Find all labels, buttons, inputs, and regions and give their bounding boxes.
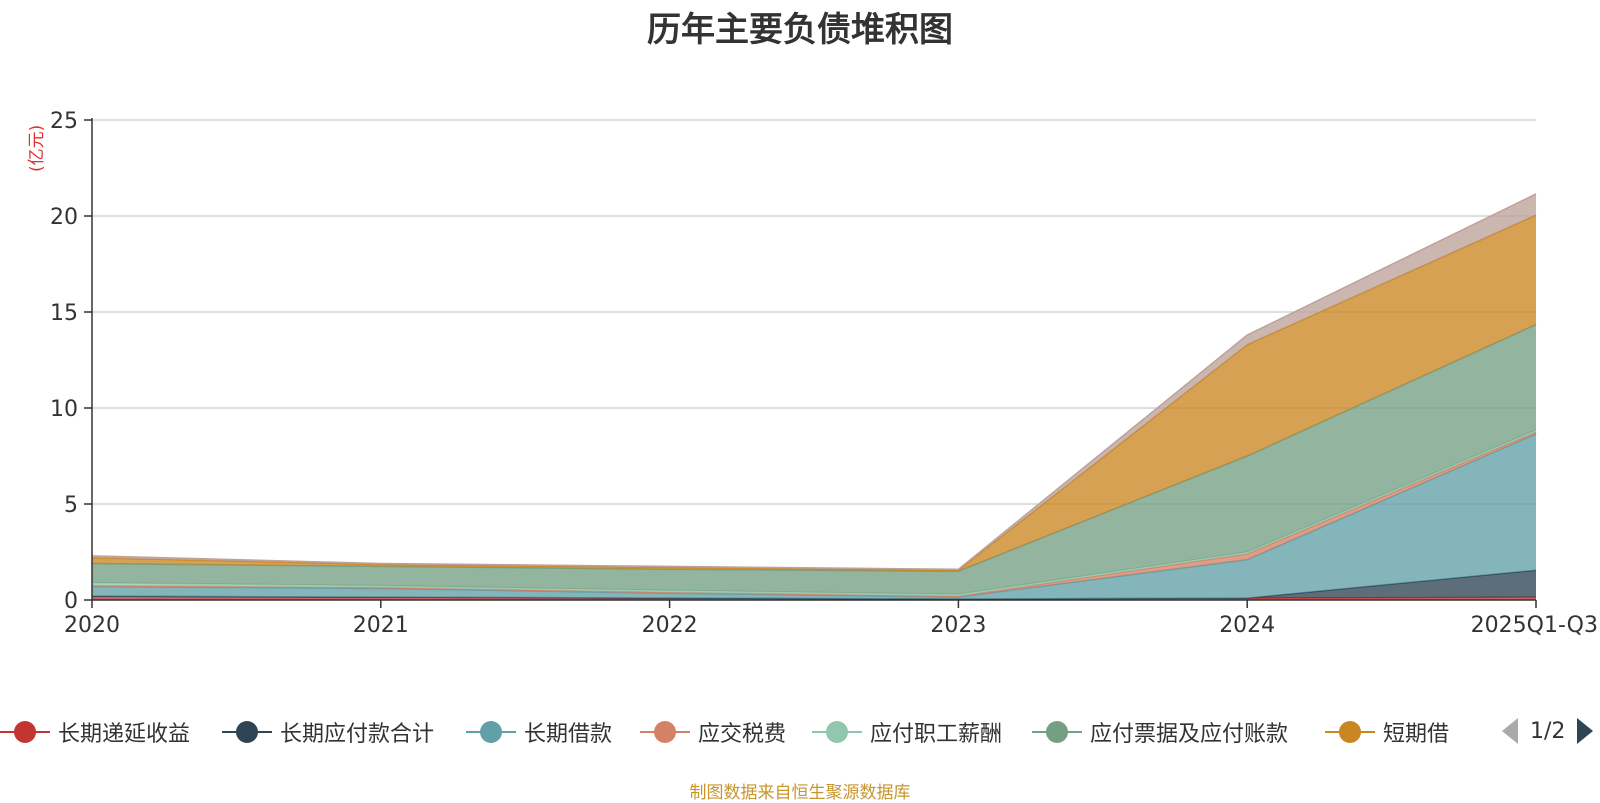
legend: 长期递延收益 长期应付款合计 长期借款 应交税费 应付职工薪酬 应付票据及应付账款 短期借 — [0, 712, 1600, 752]
x-tick-label: 2023 — [930, 613, 986, 638]
legend-marker-icon — [1032, 721, 1082, 743]
legend-label: 应交税费 — [698, 722, 787, 747]
y-tick-label: 15 — [50, 301, 78, 326]
area-1 — [92, 570, 1536, 600]
legend-label: 短期借 — [1383, 722, 1450, 747]
x-tick-labels: 2020 2021 2022 2023 2024 2025Q1-Q3 — [64, 613, 1598, 638]
legend-marker-icon — [466, 721, 516, 743]
legend-marker-icon — [222, 721, 272, 743]
legend-item[interactable]: 短期借 — [1325, 712, 1449, 752]
y-tick-label: 25 — [50, 109, 78, 134]
legend-marker-icon — [1325, 721, 1375, 743]
data-source-note: 制图数据来自恒生聚源数据库 — [689, 783, 911, 803]
stacked-area-chart: 0 5 10 15 20 25 2020 2021 2022 2023 2024 2025Q1-Q3 — [50, 109, 1598, 638]
x-tick-label: 2020 — [64, 613, 120, 638]
area-2 — [92, 433, 1536, 600]
y-tick-label: 10 — [50, 397, 78, 422]
x-tick-label: 2022 — [642, 613, 698, 638]
legend-label: 长期应付款合计 — [280, 722, 435, 747]
y-tick-label: 0 — [64, 589, 78, 614]
prev-page-icon[interactable] — [1500, 716, 1520, 746]
legend-label: 应付职工薪酬 — [870, 722, 1003, 747]
legend-item[interactable]: 应付职工薪酬 — [812, 712, 1002, 752]
x-tick-label: 2021 — [353, 613, 409, 638]
y-tick-label: 20 — [50, 205, 78, 230]
x-tick-label: 2025Q1-Q3 — [1471, 613, 1598, 638]
legend-marker-icon — [0, 721, 50, 743]
legend-item[interactable]: 应付票据及应付账款 — [1032, 712, 1288, 752]
x-tick-label: 2024 — [1219, 613, 1275, 638]
legend-item[interactable]: 长期借款 — [466, 712, 612, 752]
next-page-icon[interactable] — [1575, 716, 1595, 746]
legend-item[interactable]: 长期递延收益 — [0, 712, 190, 752]
legend-page-indicator: 1/2 — [1530, 718, 1566, 744]
area-series — [91, 193, 1537, 600]
y-tick-label: 5 — [64, 493, 78, 518]
axes — [84, 118, 1537, 608]
area-line-7 — [91, 193, 1537, 571]
y-tick-labels: 0 5 10 15 20 25 — [50, 109, 78, 614]
legend-label: 长期借款 — [524, 722, 613, 747]
legend-marker-icon — [640, 721, 690, 743]
legend-label: 长期递延收益 — [58, 722, 191, 747]
legend-label: 应付票据及应付账款 — [1090, 722, 1289, 747]
area-5 — [92, 324, 1536, 595]
legend-pager: 1/2 — [1500, 716, 1595, 746]
legend-item[interactable]: 应交税费 — [640, 712, 786, 752]
area-6 — [92, 215, 1536, 572]
legend-marker-icon — [812, 721, 862, 743]
legend-item[interactable]: 长期应付款合计 — [222, 712, 434, 752]
chart-title: 历年主要负债堆积图 — [647, 10, 953, 50]
